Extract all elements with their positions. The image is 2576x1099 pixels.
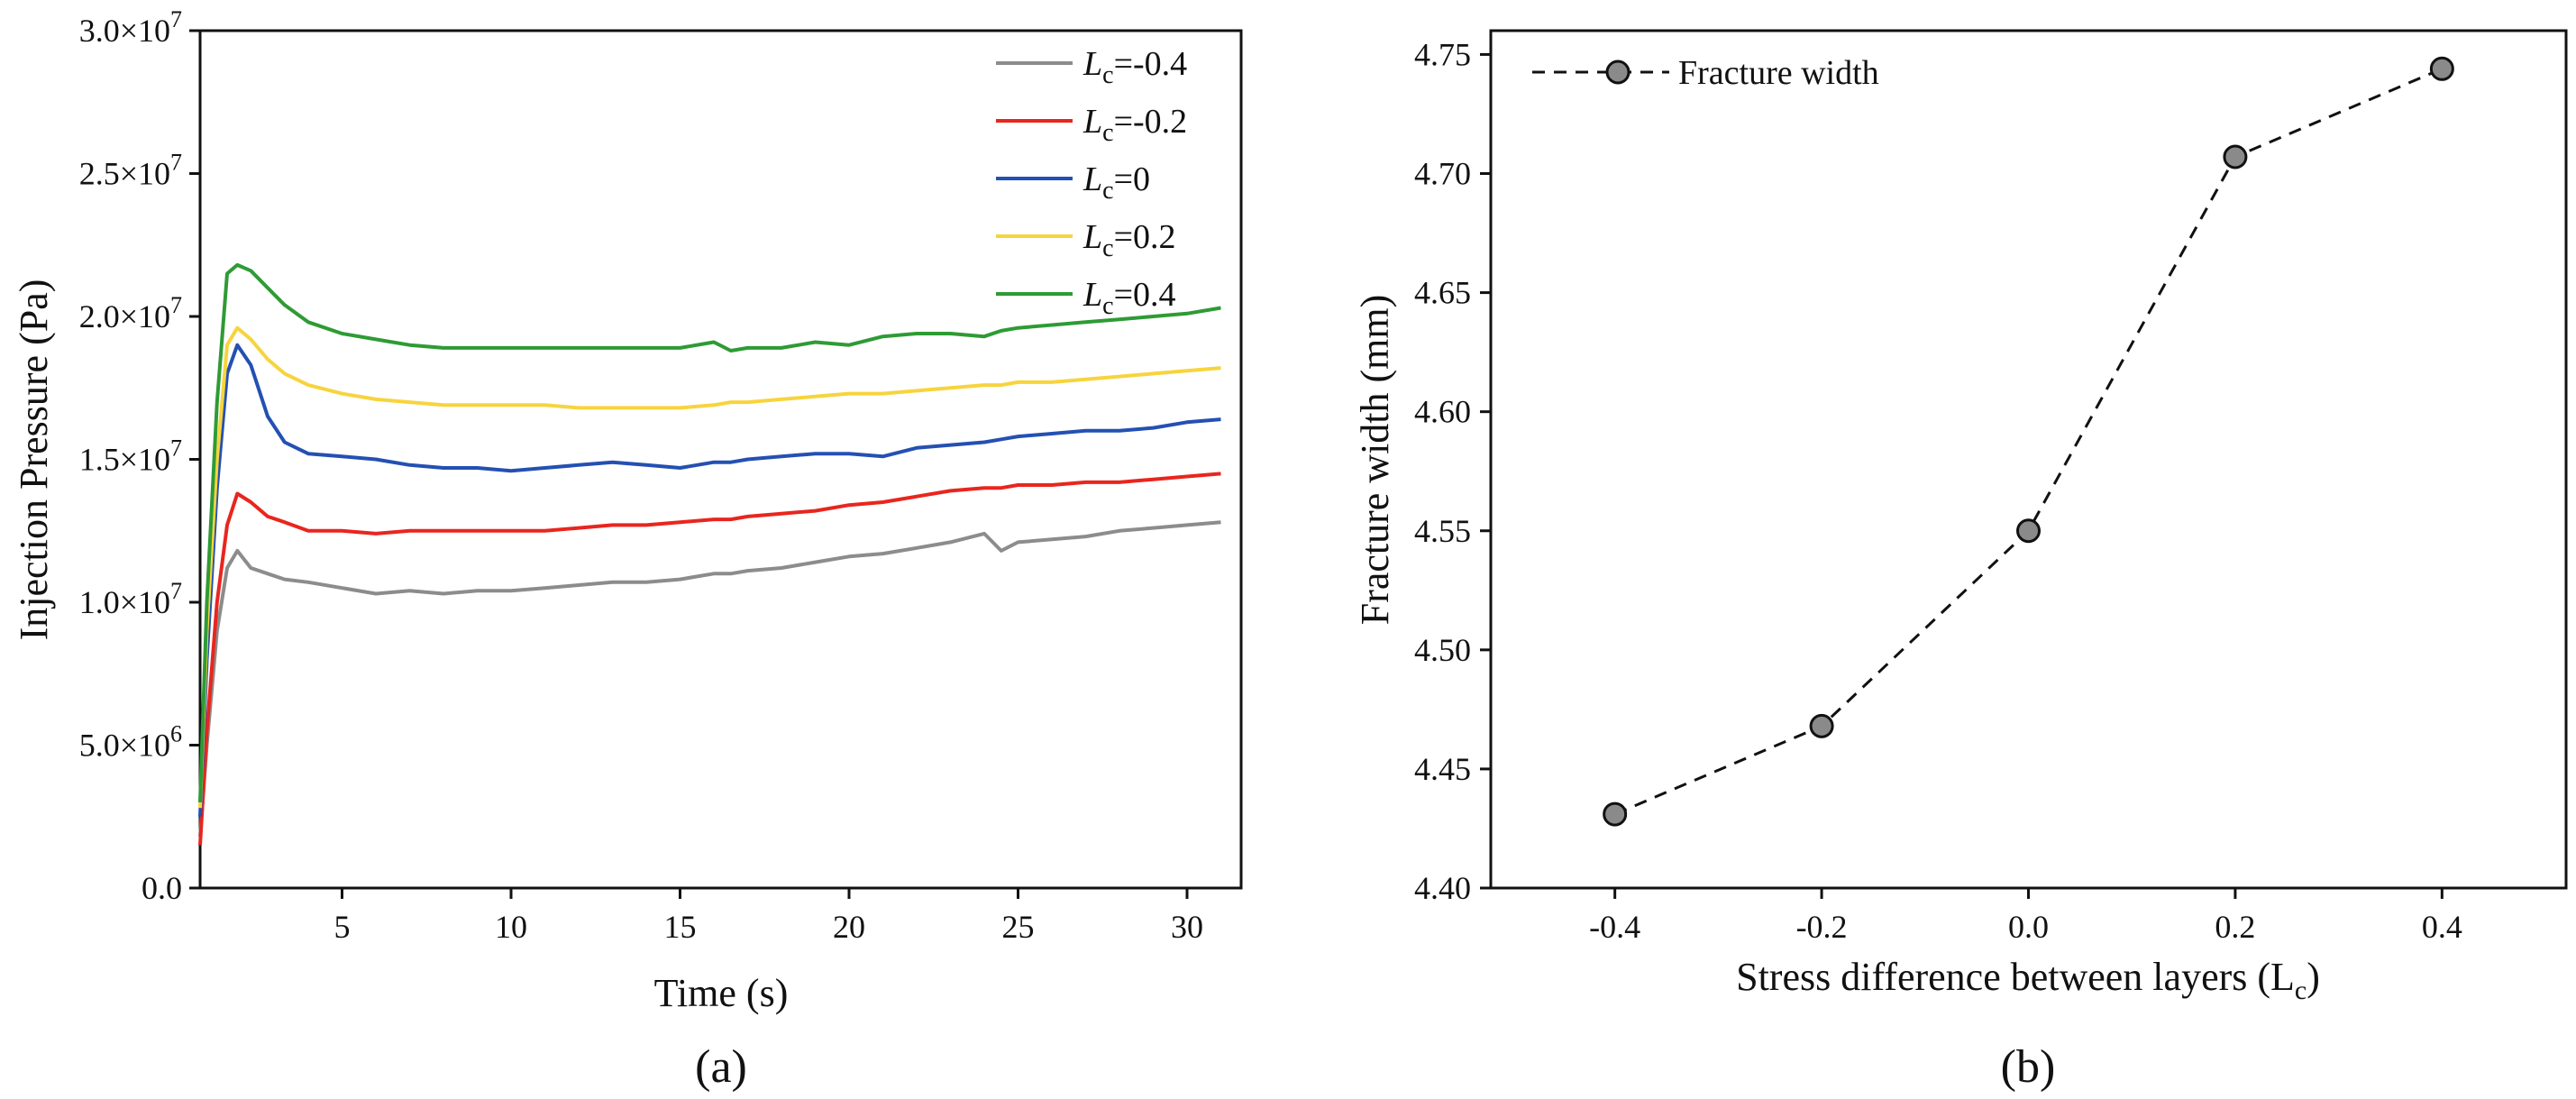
- y-tick-label-b: 4.75: [1414, 36, 1471, 72]
- series-line-a-3: [198, 325, 1221, 809]
- y-tick-label-a: 1.5×107: [79, 435, 182, 478]
- x-tick-label-b: 0.4: [2422, 909, 2462, 945]
- legend-label-b: Fracture width: [1678, 54, 1879, 92]
- y-axis-label-a: Injection Pressure (Pa): [12, 279, 56, 641]
- x-axis-label-b: Stress difference between layers (Lc): [1736, 955, 2320, 1005]
- x-axis-label-b-main: Stress difference between layers (L: [1736, 955, 2295, 999]
- y-axis-label-b: Fracture width (mm): [1353, 295, 1397, 626]
- data-point-b: [2016, 518, 2041, 544]
- data-point-b: [2429, 56, 2454, 81]
- legend-marker-b: [1605, 60, 1631, 85]
- data-point-b: [1809, 713, 1834, 738]
- x-axis-label-b-end: ): [2307, 955, 2320, 999]
- x-tick-label-a: 10: [495, 909, 527, 945]
- data-point-b: [1603, 801, 1628, 827]
- x-tick-label-a: 5: [334, 909, 351, 945]
- legend-symbol: L: [1082, 45, 1102, 83]
- legend-symbol: L: [1082, 160, 1102, 198]
- legend-label-a-3: Lc=0.2: [1082, 218, 1176, 262]
- legend-label-a-1: Lc=-0.2: [1082, 103, 1187, 147]
- legend-label-a-2: Lc=0: [1082, 160, 1150, 205]
- legend-label-a-0: Lc=-0.4: [1082, 45, 1187, 89]
- y-tick-mantissa: 2.0×10: [79, 298, 170, 334]
- y-tick-label-a: 2.0×107: [79, 292, 182, 334]
- x-axis-label-a: Time (s): [654, 971, 789, 1015]
- legend-value: =0: [1114, 160, 1150, 198]
- y-tick-mantissa: 1.0×10: [79, 584, 170, 620]
- x-tick-label-b: -0.4: [1589, 909, 1640, 945]
- series-line-a-2: [198, 343, 1221, 817]
- y-tick-label-a: 2.5×107: [79, 150, 182, 192]
- series-line-b-0: [1614, 67, 2443, 816]
- y-tick-exponent: 7: [170, 6, 182, 32]
- legend-subscript: c: [1102, 292, 1113, 320]
- legend-a: Lc=-0.4Lc=-0.2Lc=0Lc=0.2Lc=0.4: [996, 45, 1187, 320]
- panel-b: -0.4 -0.2 0.0 0.2 0.4 4.40 4.45 4.50 4.55 4.60 4.6…: [1353, 29, 2568, 1093]
- y-tick-label-b: 4.60: [1414, 394, 1471, 430]
- panel-a: 5 10 15 20 25 300.05.0×1061.0×1071.5×1072.0×1…: [12, 6, 1243, 1093]
- legend-value: =0.2: [1114, 218, 1176, 256]
- x-tick-label-b: 0.0: [2008, 909, 2049, 945]
- legend-value: =0.4: [1114, 276, 1176, 314]
- series-line-a-1: [198, 472, 1221, 846]
- y-tick-label-a: 0.0: [142, 870, 182, 906]
- legend-subscript: c: [1102, 177, 1113, 205]
- caption-a: (a): [695, 1041, 747, 1093]
- legend-subscript: c: [1102, 61, 1113, 89]
- legend-symbol: L: [1082, 103, 1102, 141]
- y-tick-label-b: 4.55: [1414, 513, 1471, 549]
- y-tick-exponent: 7: [170, 578, 182, 604]
- y-tick-mantissa: 1.5×10: [79, 442, 170, 478]
- x-tick-label-a: 25: [1002, 909, 1035, 945]
- series-line-a-4: [198, 262, 1221, 802]
- x-tick-label-a: 30: [1171, 909, 1203, 945]
- x-tick-label-a: 15: [664, 909, 697, 945]
- y-tick-label-a: 5.0×106: [79, 721, 182, 764]
- y-tick-label-b: 4.70: [1414, 156, 1471, 192]
- legend-symbol: L: [1082, 276, 1102, 314]
- data-point-b: [2223, 144, 2248, 169]
- plot-frame-b: [1489, 29, 2568, 890]
- legend-symbol: L: [1082, 218, 1102, 256]
- y-tick-mantissa: 2.5×10: [79, 156, 170, 192]
- legend-value: =-0.4: [1114, 45, 1188, 83]
- y-tick-mantissa: 0.0: [142, 870, 182, 906]
- y-tick-mantissa: 5.0×10: [79, 728, 170, 764]
- x-tick-label-a: 20: [833, 909, 865, 945]
- y-tick-label-a: 3.0×107: [79, 6, 182, 49]
- y-tick-exponent: 7: [170, 435, 182, 462]
- y-tick-label-b: 4.65: [1414, 275, 1471, 311]
- y-tick-mantissa: 3.0×10: [79, 13, 170, 49]
- y-tick-label-b: 4.50: [1414, 632, 1471, 668]
- y-tick-exponent: 6: [170, 721, 182, 747]
- legend-b: Fracture width: [1532, 54, 1879, 92]
- y-tick-label-b: 4.40: [1414, 870, 1471, 906]
- series-line-a-0: [198, 520, 1221, 838]
- x-tick-label-b: 0.2: [2215, 909, 2255, 945]
- caption-b: (b): [2001, 1041, 2056, 1093]
- y-tick-label-a: 1.0×107: [79, 578, 182, 620]
- y-tick-exponent: 7: [170, 292, 182, 318]
- x-axis-label-b-sub: c: [2295, 975, 2307, 1005]
- y-tick-label-b: 4.45: [1414, 751, 1471, 787]
- x-tick-label-b: -0.2: [1796, 909, 1848, 945]
- legend-subscript: c: [1102, 119, 1113, 147]
- legend-subscript: c: [1102, 234, 1113, 262]
- legend-value: =-0.2: [1114, 103, 1188, 141]
- y-tick-exponent: 7: [170, 150, 182, 176]
- legend-label-a-4: Lc=0.4: [1082, 276, 1176, 320]
